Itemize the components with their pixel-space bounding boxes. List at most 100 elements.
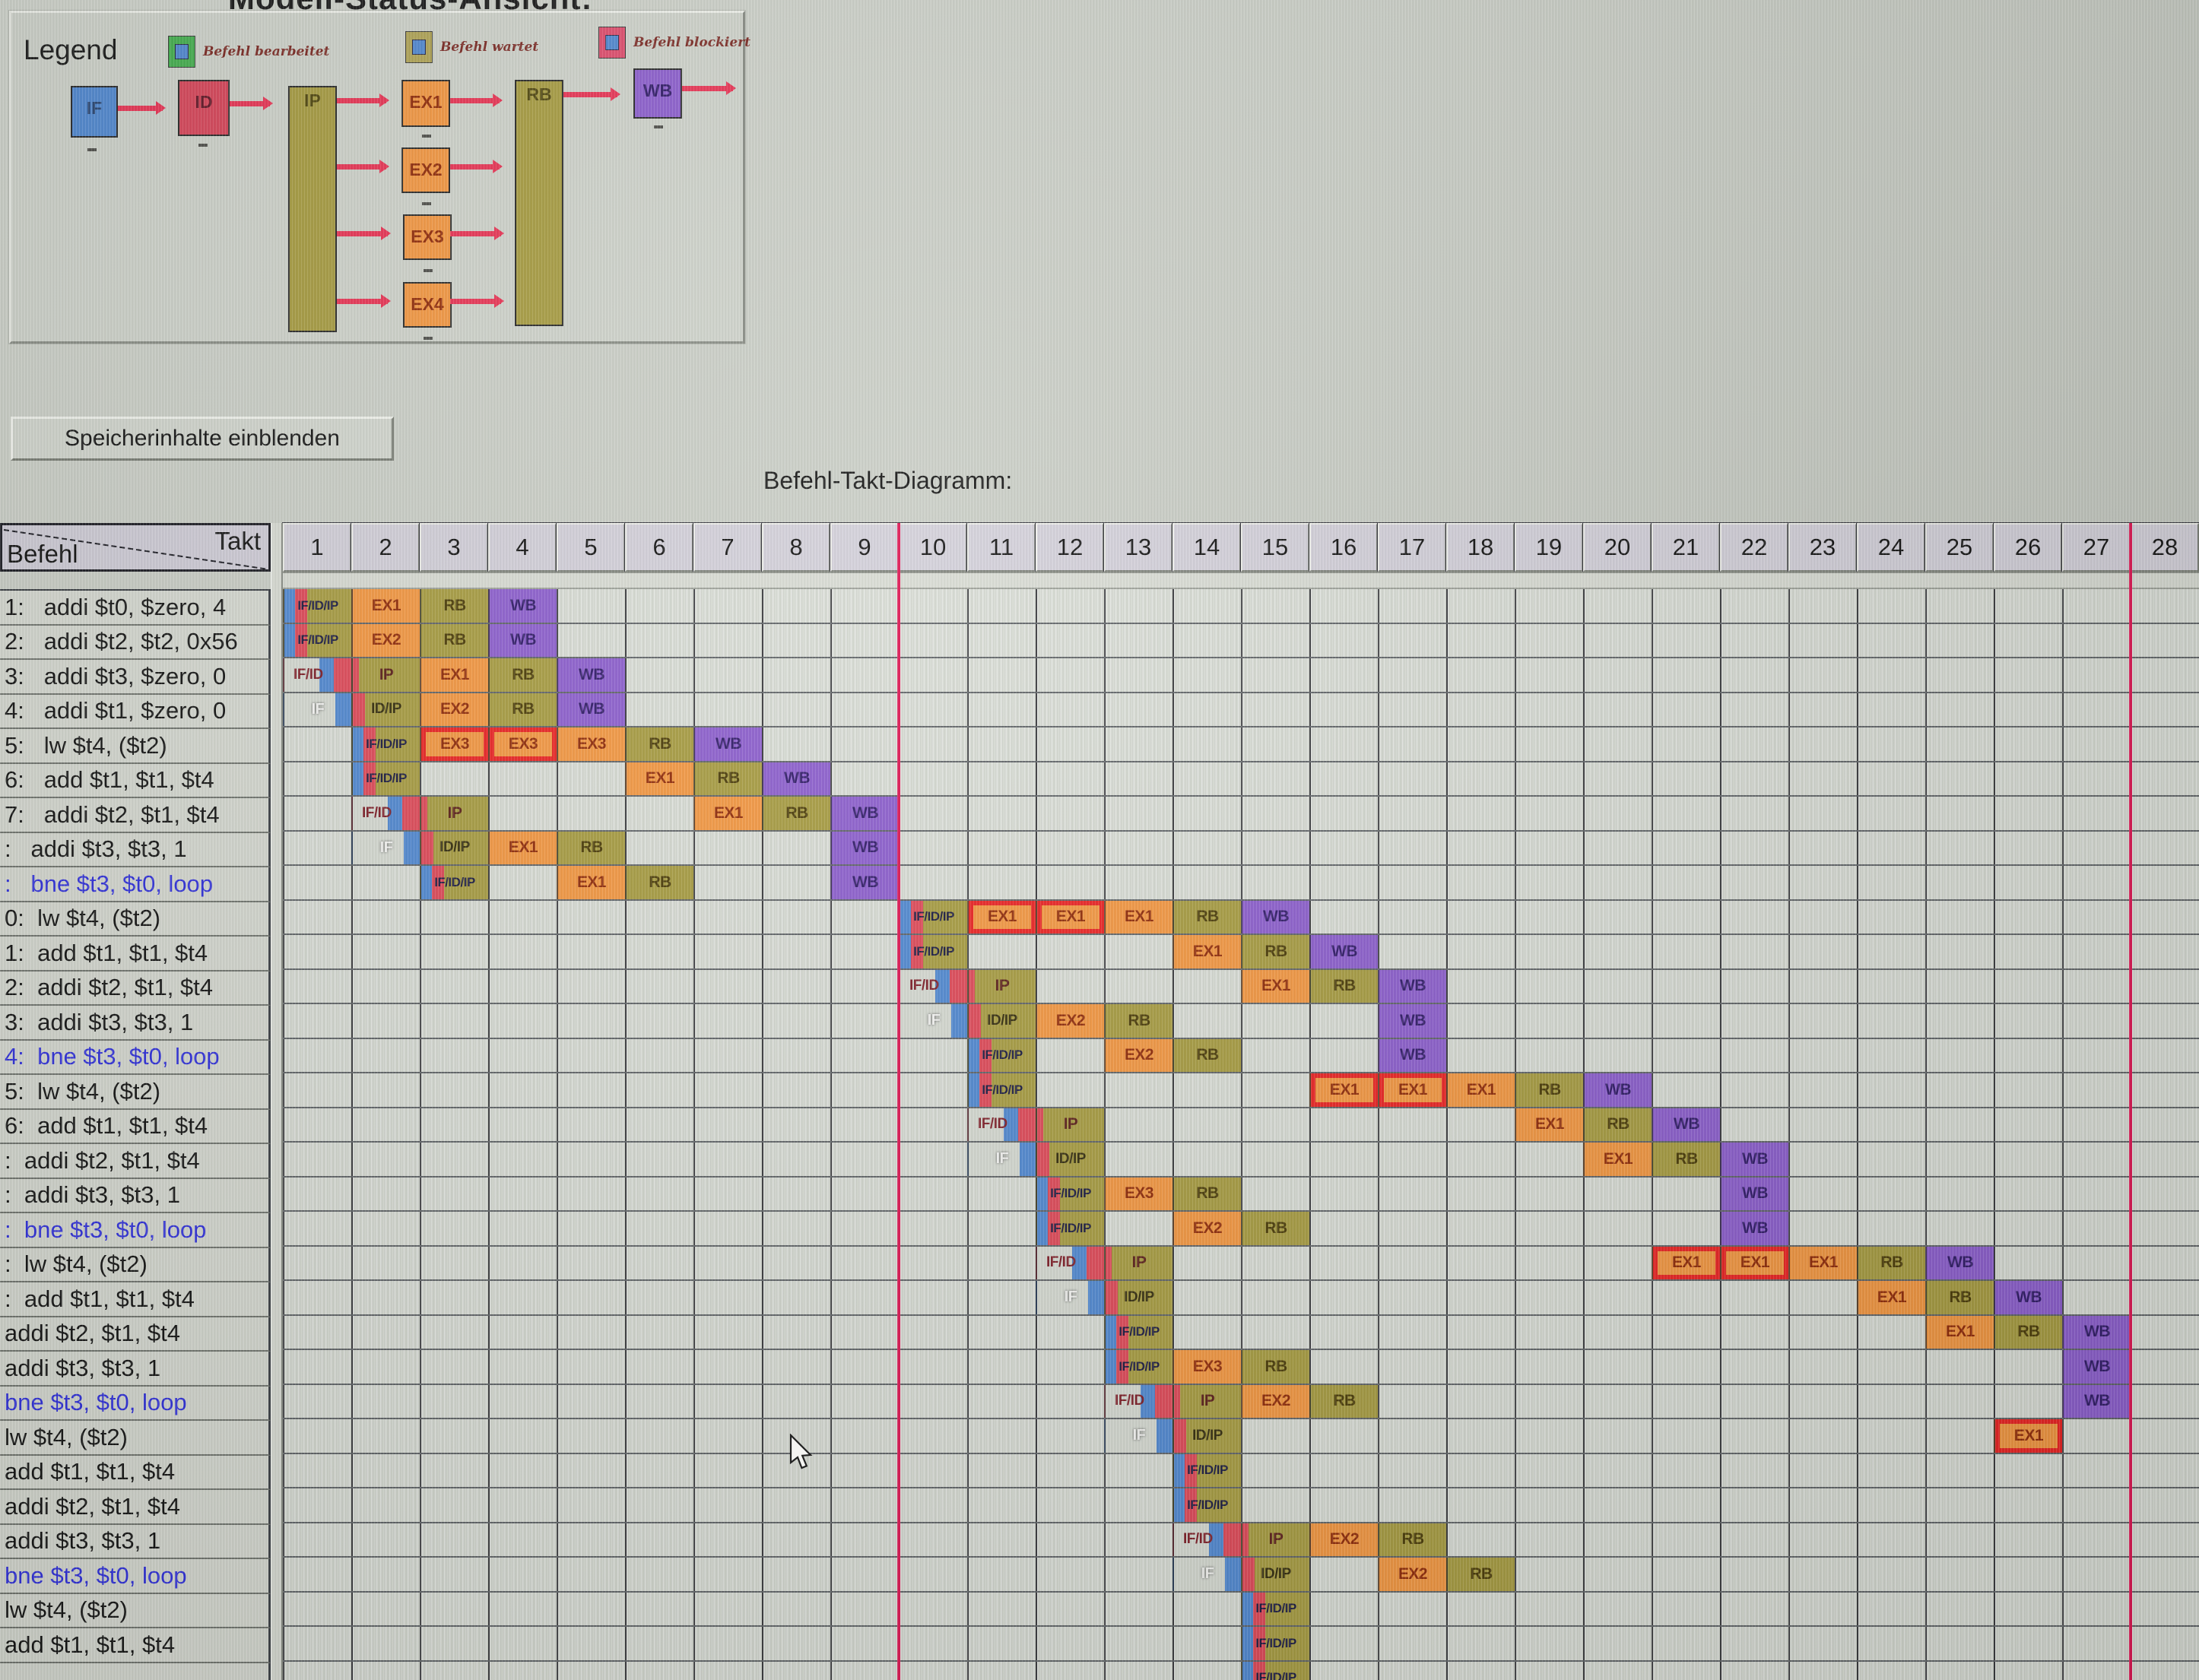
takt-column-header-11[interactable]: 11 xyxy=(966,522,1036,572)
stage-cell-if: IF xyxy=(1036,1281,1104,1314)
stage-cell-rb: RB xyxy=(1446,1558,1515,1591)
legend-swatch-inner xyxy=(175,44,189,59)
instruction-row-label-15[interactable]: 5: lw $t4, ($t2) xyxy=(0,1075,271,1110)
takt-column-header-24[interactable]: 24 xyxy=(1856,522,1926,572)
timeline-row-9: IF/ID/IP EX1 RB WB xyxy=(283,866,2199,901)
instruction-row-label-18[interactable]: : addi $t3, $t3, 1 xyxy=(0,1178,271,1213)
takt-column-header-16[interactable]: 16 xyxy=(1309,522,1379,572)
stage-cell-wb: WB xyxy=(1720,1177,1788,1210)
takt-column-header-23[interactable]: 23 xyxy=(1788,522,1858,572)
stage-cell-rb: RB xyxy=(1241,935,1309,968)
instruction-row-label-16[interactable]: 6: add $t1, $t1, $t4 xyxy=(0,1109,271,1144)
takt-column-header-12[interactable]: 12 xyxy=(1035,522,1105,572)
pipeline-arrow-icon xyxy=(450,94,503,107)
stage-cell-if-id-ip: IF/ID/IP xyxy=(1172,1453,1241,1487)
instruction-row-label-20[interactable]: : lw $t4, ($t2) xyxy=(0,1247,271,1282)
takt-column-header-3[interactable]: 3 xyxy=(419,522,489,572)
instruction-row-label-14[interactable]: 4: bne $t3, $t0, loop xyxy=(0,1040,271,1075)
instruction-row-label-32[interactable] xyxy=(0,1663,271,1680)
takt-column-header-2[interactable]: 2 xyxy=(351,522,420,572)
stage-cell-rb: RB xyxy=(488,693,557,726)
stage-cell-ex1: EX1 xyxy=(1652,1246,1720,1279)
instruction-row-label-9[interactable]: : bne $t3, $t0, loop xyxy=(0,867,271,902)
takt-column-header-27[interactable]: 27 xyxy=(2061,522,2131,572)
stage-cell-ip: IP xyxy=(420,797,488,830)
speicherinhalte-einblenden-button[interactable]: Speicherinhalte einblenden xyxy=(11,417,394,461)
instruction-row-label-26[interactable]: add $t1, $t1, $t4 xyxy=(0,1455,271,1490)
instruction-row-label-22[interactable]: addi $t2, $t1, $t4 xyxy=(0,1317,271,1352)
stage-cell-ex1: EX1 xyxy=(625,762,693,795)
red-cycle-marker-line xyxy=(2129,523,2132,1680)
takt-column-header-1[interactable]: 1 xyxy=(282,522,352,572)
instruction-row-label-19[interactable]: : bne $t3, $t0, loop xyxy=(0,1213,271,1248)
instruction-row-label-25[interactable]: lw $t4, ($t2) xyxy=(0,1421,271,1456)
pipeline-stage-rb: RB xyxy=(515,80,563,326)
instruction-row-label-30[interactable]: lw $t4, ($t2) xyxy=(0,1593,271,1628)
stage-cell-rb: RB xyxy=(1309,969,1378,1003)
takt-column-header-13[interactable]: 13 xyxy=(1103,522,1173,572)
takt-column-header-6[interactable]: 6 xyxy=(624,522,694,572)
takt-column-header-5[interactable]: 5 xyxy=(556,522,626,572)
timeline-row-29: IF ID/IP EX2 RB xyxy=(283,1558,2199,1593)
takt-column-header-4[interactable]: 4 xyxy=(487,522,557,572)
pipeline-timeline-grid: IF/ID/IP EX1 RB WB IF/ID/IP EX2 RB WB IF/ID IP EX1… xyxy=(283,589,2199,1680)
takt-column-header-8[interactable]: 8 xyxy=(761,522,831,572)
instruction-row-label-21[interactable]: : add $t1, $t1, $t4 xyxy=(0,1282,271,1317)
instruction-row-label-7[interactable]: 7: addi $t2, $t1, $t4 xyxy=(0,798,271,833)
takt-column-header-19[interactable]: 19 xyxy=(1514,522,1584,572)
instruction-row-label-2[interactable]: 2: addi $t2, $t2, 0x56 xyxy=(0,625,271,660)
stage-cell-rb: RB xyxy=(625,727,693,761)
takt-column-header-9[interactable]: 9 xyxy=(830,522,900,572)
timeline-row-17: IF ID/IP EX1 RB WB xyxy=(283,1143,2199,1178)
timeline-row-31: IF/ID/IP xyxy=(283,1627,2199,1662)
timeline-row-11: IF/ID/IP EX1 RB WB xyxy=(283,935,2199,970)
instruction-row-label-4[interactable]: 4: addi $t1, $zero, 0 xyxy=(0,694,271,729)
takt-column-header-18[interactable]: 18 xyxy=(1445,522,1515,572)
takt-column-header-7[interactable]: 7 xyxy=(693,522,763,572)
takt-column-header-15[interactable]: 15 xyxy=(1240,522,1310,572)
panel-separator-ridge[interactable] xyxy=(271,523,283,1680)
instruction-row-label-31[interactable]: add $t1, $t1, $t4 xyxy=(0,1628,271,1663)
instruction-row-label-28[interactable]: addi $t3, $t3, 1 xyxy=(0,1524,271,1559)
takt-column-header-20[interactable]: 20 xyxy=(1582,522,1652,572)
stage-cell-ex1: EX1 xyxy=(1309,1073,1378,1107)
instruction-row-label-27[interactable]: addi $t2, $t1, $t4 xyxy=(0,1490,271,1525)
instruction-row-label-11[interactable]: 1: add $t1, $t1, $t4 xyxy=(0,937,271,972)
takt-column-header-14[interactable]: 14 xyxy=(1172,522,1242,572)
instruction-row-label-17[interactable]: : addi $t2, $t1, $t4 xyxy=(0,1144,271,1179)
takt-column-header-17[interactable]: 17 xyxy=(1377,522,1447,572)
stage-cell-rb: RB xyxy=(1994,1315,2062,1349)
stage-cell-ex2: EX2 xyxy=(1378,1558,1446,1591)
stage-cell-rb: RB xyxy=(1309,1384,1378,1418)
instruction-row-label-8[interactable]: : addi $t3, $t3, 1 xyxy=(0,832,271,867)
timeline-row-4: IF ID/IP EX2 RB WB xyxy=(283,693,2199,727)
stage-cell-if-id: IF/ID xyxy=(1104,1384,1172,1418)
instruction-row-label-24[interactable]: bne $t3, $t0, loop xyxy=(0,1386,271,1421)
stage-footnote-dash xyxy=(87,148,97,151)
takt-column-header-28[interactable]: 28 xyxy=(2130,522,2199,572)
instruction-row-label-29[interactable]: bne $t3, $t0, loop xyxy=(0,1559,271,1594)
timeline-row-1: IF/ID/IP EX1 RB WB xyxy=(283,589,2199,624)
takt-column-header-10[interactable]: 10 xyxy=(898,522,968,572)
stage-cell-id-ip: ID/IP xyxy=(1172,1419,1241,1453)
takt-column-header-26[interactable]: 26 xyxy=(1993,522,2063,572)
instruction-row-label-5[interactable]: 5: lw $t4, ($t2) xyxy=(0,729,271,764)
instruction-row-label-13[interactable]: 3: addi $t3, $t3, 1 xyxy=(0,1006,271,1041)
takt-column-header-21[interactable]: 21 xyxy=(1651,522,1721,572)
timeline-row-8: IF ID/IP EX1 RB WB xyxy=(283,831,2199,866)
instruction-row-label-12[interactable]: 2: addi $t2, $t1, $t4 xyxy=(0,971,271,1006)
takt-column-header-22[interactable]: 22 xyxy=(1719,522,1789,572)
table-corner-header: Takt Befehl xyxy=(0,523,271,572)
instruction-row-label-23[interactable]: addi $t3, $t3, 1 xyxy=(0,1352,271,1387)
legend-title: Legend xyxy=(24,34,118,65)
instruction-row-label-1[interactable]: 1: addi $t0, $zero, 4 xyxy=(0,591,271,626)
instruction-row-label-10[interactable]: 0: lw $t4, ($t2) xyxy=(0,902,271,937)
stage-cell-ex1: EX1 xyxy=(1788,1246,1857,1279)
stage-cell-ip: IP xyxy=(1104,1246,1172,1279)
instruction-row-label-6[interactable]: 6: add $t1, $t1, $t4 xyxy=(0,763,271,798)
takt-column-header-25[interactable]: 25 xyxy=(1925,522,1994,572)
stage-cell-if-id-ip: IF/ID/IP xyxy=(283,589,351,623)
instruction-row-label-3[interactable]: 3: addi $t3, $zero, 0 xyxy=(0,660,271,695)
stage-cell-wb: WB xyxy=(1994,1281,2062,1314)
stage-cell-wb: WB xyxy=(1652,1108,1720,1141)
